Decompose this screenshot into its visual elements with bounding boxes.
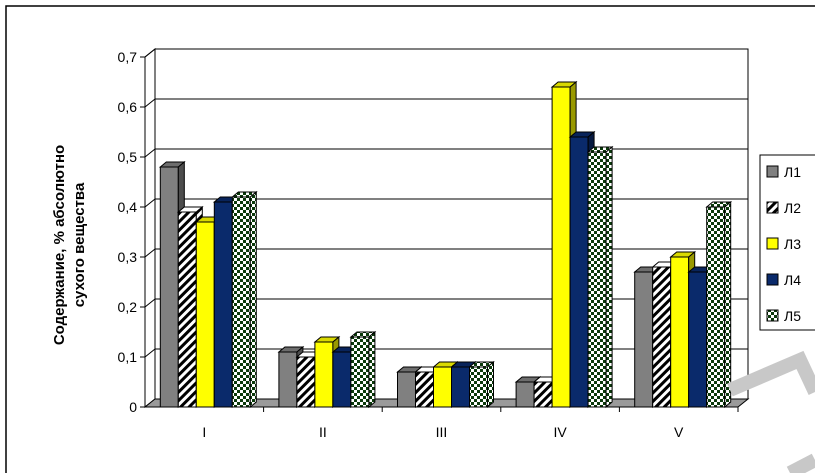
bar-front [397,371,416,408]
bar-front [569,136,589,408]
y-axis-title-line-1: Содержание, % абсолютно [51,145,68,345]
bar [586,145,614,409]
bar-front [350,336,370,408]
bar [230,190,258,409]
legend-swatch [766,237,779,250]
axes-group: 00,10,20,30,40,50,60,7I II III IV V [118,49,739,440]
gridline-side [144,198,156,208]
bar-front [451,366,470,408]
bar-front [515,381,535,408]
bar-front [314,341,334,408]
legend-swatch [766,165,779,178]
bar-front [433,366,452,408]
gridline-side [144,98,156,108]
legend: Л1 Л2 Л3 Л4 Л5 [759,154,815,331]
y-tick-label: 0,2 [118,299,138,315]
bar-side [605,145,613,409]
y-axis-title-line-2: сухого вещества [71,182,88,307]
bar-side [249,190,257,409]
legend-label: Л4 [784,272,801,288]
bar [468,360,495,409]
bar-front [332,351,352,408]
bar-front [634,271,654,408]
bar-front [278,351,298,408]
bar-side [487,360,494,409]
bar-front [670,256,690,408]
legend-swatch [766,273,779,286]
bar-side [368,330,376,409]
bar-front [415,371,434,408]
gridline-side [144,298,156,308]
x-tick-label: II [319,424,327,440]
bar-front [213,201,233,408]
bar [349,330,377,409]
bar-front [587,151,607,408]
bar-front [533,381,553,408]
gridline-side [144,348,156,358]
y-tick-label: 0,3 [118,249,138,265]
gridline-side [144,48,156,58]
legend-label: Л2 [784,200,801,216]
legend-label: Л1 [784,164,801,180]
bar-front [177,211,197,408]
bar-front [195,221,215,408]
bar-front [231,196,251,408]
watermark-corner [727,350,815,397]
bar [705,200,733,409]
bar-front [469,366,488,408]
legend-swatch [766,309,779,322]
figure-frame [5,5,815,473]
gridline-side [144,248,156,258]
bar-front [159,166,179,408]
x-tick-label: IV [553,424,567,440]
x-tick-label: III [436,424,448,440]
bar-front [706,206,726,408]
bar-front [688,271,708,408]
y-tick-label: 0 [129,399,137,415]
bar-front [652,266,672,408]
x-tick-label: V [674,424,684,440]
y-tick-label: 0,6 [118,99,138,115]
bar-side [724,200,732,409]
watermark-corner-2 [786,453,815,473]
y-tick-label: 0,7 [118,49,138,65]
y-tick-label: 0,1 [118,349,138,365]
x-tick-label: I [202,424,206,440]
bar-front [296,356,316,408]
y-tick-label: 0,4 [118,199,138,215]
gridline-side [144,148,156,158]
legend-label: Л3 [784,236,801,252]
bar-front [551,86,571,408]
y-tick-label: 0,5 [118,149,138,165]
legend-swatch [766,201,779,214]
bars-group [158,80,733,409]
legend-label: Л5 [784,308,801,324]
